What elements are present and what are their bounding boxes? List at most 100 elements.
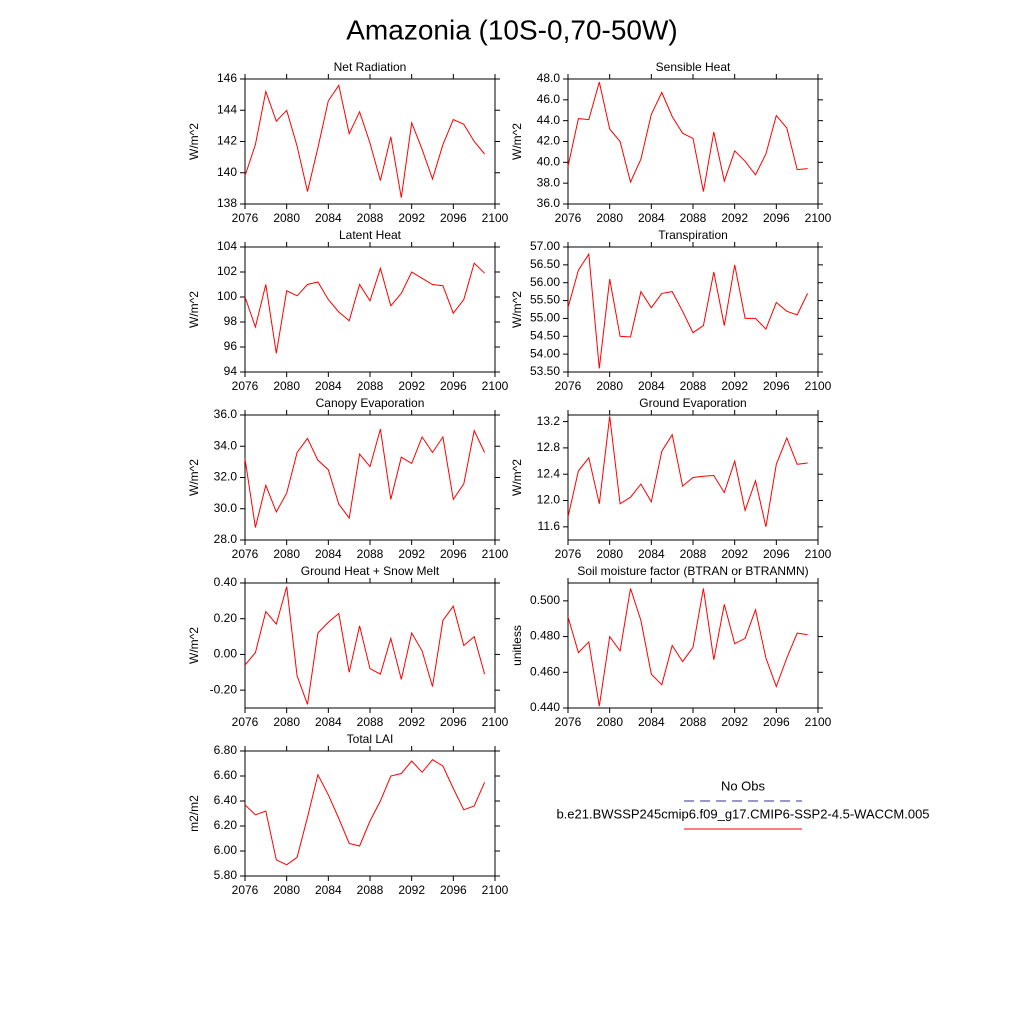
y-tick-label: 6.40 [214, 793, 238, 807]
data-line [567, 416, 808, 527]
y-tick-label: 94 [224, 364, 238, 378]
x-tick-label: 2100 [482, 379, 509, 393]
x-tick-label: 2092 [721, 715, 748, 729]
x-tick-label: 2076 [232, 379, 259, 393]
x-tick-label: 2092 [398, 883, 425, 897]
x-tick-label: 2096 [440, 211, 467, 225]
x-tick-label: 2100 [482, 883, 509, 897]
y-tick-label: -0.20 [210, 682, 238, 696]
x-tick-label: 2100 [805, 211, 832, 225]
plot-frame [567, 246, 819, 373]
y-axis-label: W/m^2 [187, 291, 201, 328]
panel-title: Transpiration [658, 228, 728, 242]
y-tick-label: 96 [224, 339, 238, 353]
x-tick-label: 2092 [398, 547, 425, 561]
y-tick-label: 0.00 [214, 647, 238, 661]
x-tick-label: 2088 [680, 715, 707, 729]
x-tick-label: 2096 [763, 379, 790, 393]
x-tick-label: 2080 [273, 379, 300, 393]
y-axis-label: W/m^2 [510, 459, 524, 496]
y-tick-label: 0.460 [530, 664, 560, 678]
x-tick-label: 2096 [440, 547, 467, 561]
x-tick-label: 2076 [555, 547, 582, 561]
x-tick-label: 2084 [315, 715, 342, 729]
x-tick-label: 2088 [357, 547, 384, 561]
x-tick-label: 2076 [555, 379, 582, 393]
y-tick-label: 6.60 [214, 768, 238, 782]
x-tick-label: 2096 [763, 715, 790, 729]
data-line [244, 428, 486, 528]
x-tick-label: 2088 [357, 715, 384, 729]
y-tick-label: 100 [217, 289, 237, 303]
x-tick-label: 2076 [232, 883, 259, 897]
y-tick-label: 13.2 [537, 414, 561, 428]
data-line [244, 759, 486, 866]
x-tick-label: 2076 [232, 715, 259, 729]
x-tick-label: 2076 [555, 715, 582, 729]
x-tick-label: 2080 [273, 211, 300, 225]
x-tick-label: 2092 [398, 211, 425, 225]
legend-label: No Obs [721, 778, 766, 793]
x-tick-label: 2096 [440, 883, 467, 897]
data-line [244, 262, 485, 354]
x-tick-label: 2084 [638, 715, 665, 729]
x-tick-label: 2096 [763, 211, 790, 225]
panel-title: Net Radiation [334, 60, 407, 74]
legend-label: b.e21.BWSSP245cmip6.f09_g17.CMIP6-SSP2-4… [556, 806, 929, 821]
x-tick-label: 2088 [680, 379, 707, 393]
x-tick-label: 2100 [482, 547, 509, 561]
y-axis-label: W/m^2 [187, 459, 201, 496]
plot-frame [244, 414, 496, 541]
y-tick-label: 0.440 [530, 700, 560, 714]
x-tick-label: 2088 [357, 211, 384, 225]
data-line [567, 588, 808, 707]
plot-frame [244, 78, 496, 205]
y-tick-label: 30.0 [214, 501, 238, 515]
panel-title: Sensible Heat [656, 60, 731, 74]
x-tick-label: 2096 [440, 379, 467, 393]
x-tick-label: 2084 [315, 883, 342, 897]
x-tick-label: 2096 [440, 715, 467, 729]
y-tick-label: 12.8 [537, 440, 561, 454]
panel-title: Latent Heat [339, 228, 402, 242]
y-tick-label: 36.0 [537, 196, 561, 210]
x-tick-label: 2092 [721, 211, 748, 225]
x-tick-label: 2088 [357, 379, 384, 393]
x-tick-label: 2084 [638, 379, 665, 393]
y-tick-label: 6.20 [214, 818, 238, 832]
x-tick-label: 2084 [315, 211, 342, 225]
y-tick-label: 5.80 [214, 868, 238, 882]
x-tick-label: 2076 [555, 211, 582, 225]
y-axis-label: W/m^2 [187, 123, 201, 160]
y-axis-label: W/m^2 [510, 123, 524, 160]
y-tick-label: 144 [217, 102, 237, 116]
y-axis-label: W/m^2 [187, 627, 201, 664]
y-tick-label: 140 [217, 165, 237, 179]
panel-title: Soil moisture factor (BTRAN or BTRANMN) [577, 564, 808, 578]
x-tick-label: 2100 [482, 715, 509, 729]
y-tick-label: 102 [217, 264, 237, 278]
data-line [244, 84, 485, 198]
x-tick-label: 2100 [805, 379, 832, 393]
y-tick-label: 104 [217, 239, 237, 253]
x-tick-label: 2076 [232, 547, 259, 561]
x-tick-label: 2092 [398, 379, 425, 393]
x-tick-label: 2100 [805, 547, 832, 561]
x-tick-label: 2088 [357, 883, 384, 897]
x-tick-label: 2080 [596, 211, 623, 225]
y-axis-label: m2/m2 [187, 795, 201, 832]
y-tick-label: 138 [217, 196, 237, 210]
y-tick-label: 48.0 [537, 71, 561, 85]
y-tick-label: 28.0 [214, 532, 238, 546]
panel-title: Ground Evaporation [639, 396, 746, 410]
y-tick-label: 56.00 [530, 275, 560, 289]
x-tick-label: 2080 [596, 715, 623, 729]
x-tick-label: 2092 [398, 715, 425, 729]
y-tick-label: 55.50 [530, 293, 560, 307]
x-tick-label: 2080 [273, 883, 300, 897]
y-tick-label: 0.20 [214, 611, 238, 625]
plot-frame [244, 246, 496, 373]
y-tick-label: 6.00 [214, 843, 238, 857]
plot-frame [244, 750, 496, 877]
